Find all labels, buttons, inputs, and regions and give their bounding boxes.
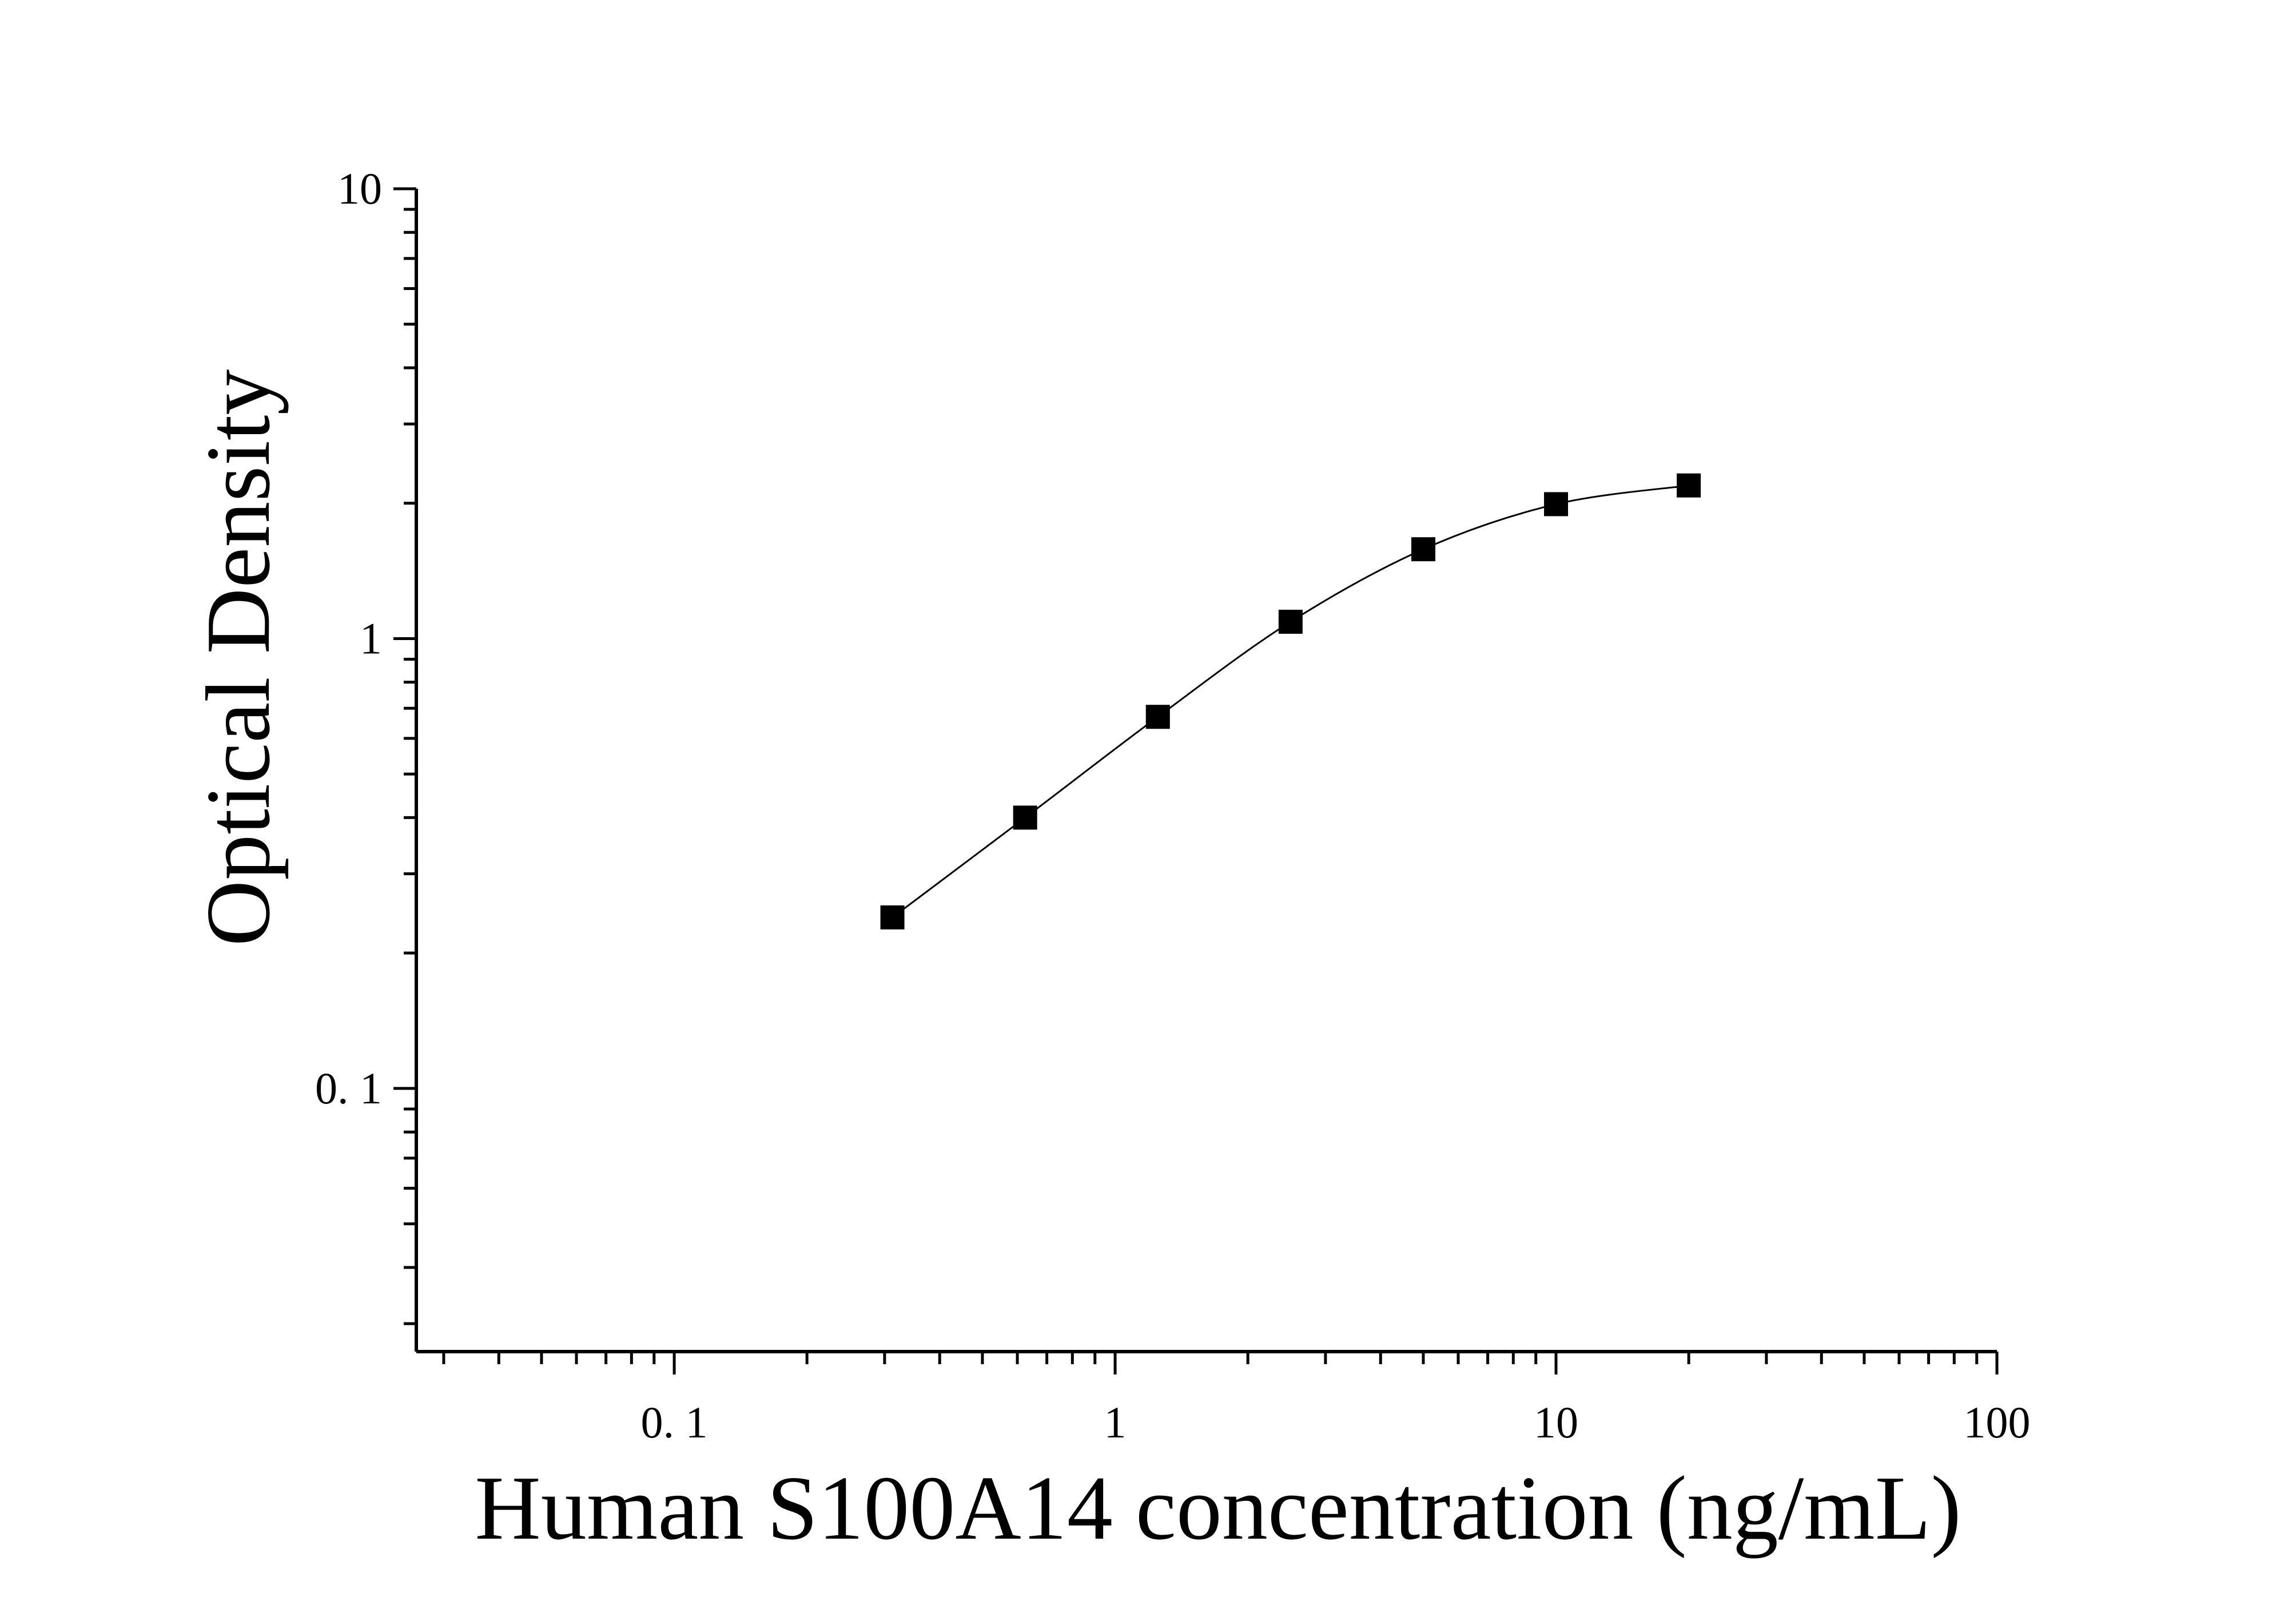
data-point-marker — [1013, 805, 1037, 830]
fit-curve — [892, 484, 1689, 919]
data-point-marker — [1278, 610, 1303, 634]
data-point-marker — [1677, 473, 1701, 498]
y-axis-title: Optical Density — [187, 370, 289, 947]
y-tick-label: 10 — [337, 164, 382, 213]
x-tick-label: 10 — [1534, 1397, 1578, 1447]
x-axis-title: Human S100A14 concentration (ng/mL) — [475, 1457, 1961, 1559]
data-points-layer — [880, 473, 1701, 929]
x-tick-label: 1 — [1104, 1397, 1127, 1447]
data-point-marker — [1411, 537, 1435, 562]
data-point-marker — [880, 905, 905, 929]
x-tick-label: 0. 1 — [641, 1397, 708, 1447]
labels-layer: Human S100A14 concentration (ng/mL) Opti… — [187, 370, 1961, 1559]
fit-curve-layer — [892, 484, 1689, 919]
axes-layer: 0. 1 1 10 100 0. 1 1 10 — [315, 164, 2031, 1447]
y-tick-label: 0. 1 — [315, 1063, 382, 1113]
x-tick-label: 100 — [1964, 1397, 2031, 1447]
y-tick-label: 1 — [360, 613, 382, 663]
data-point-marker — [1145, 705, 1170, 729]
data-point-marker — [1544, 492, 1569, 517]
